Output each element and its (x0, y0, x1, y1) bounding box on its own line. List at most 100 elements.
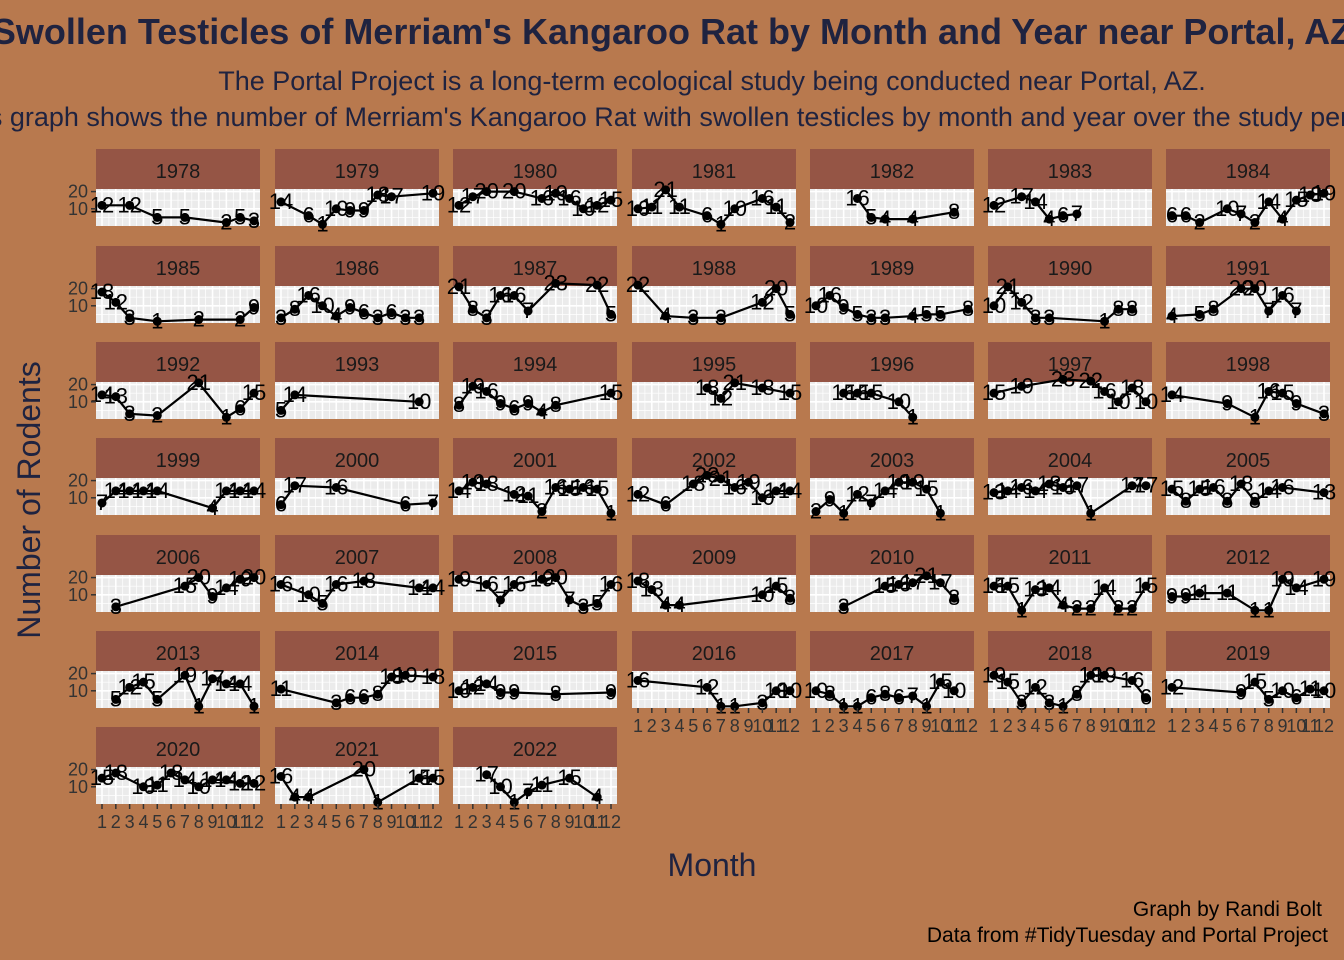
facet-strip-label: 1993 (335, 354, 380, 376)
y-tick-label: 20 (68, 664, 88, 684)
x-tick-label: 5 (331, 812, 341, 832)
data-label: 4 (303, 784, 315, 809)
data-label: 10 (571, 196, 595, 221)
y-tick-label: 20 (68, 182, 88, 202)
facet-strip-label: 2010 (870, 547, 915, 569)
data-point (97, 773, 107, 783)
data-label: 11 (668, 194, 691, 219)
data-point (1236, 688, 1246, 698)
data-point (949, 686, 959, 696)
data-point (482, 479, 492, 489)
data-label: 12 (845, 481, 869, 506)
data-label: 16 (750, 185, 774, 210)
data-label: 12 (117, 192, 141, 217)
data-point (935, 578, 945, 588)
facet-strip-label: 2017 (870, 643, 915, 665)
data-label: 19 (1312, 180, 1336, 205)
y-tick-label: 10 (68, 199, 88, 219)
data-point (97, 200, 107, 210)
data-label: 10 (1215, 196, 1239, 221)
data-label: 18 (421, 664, 445, 689)
facet-strip-label: 2005 (1226, 450, 1271, 472)
data-point (359, 765, 369, 775)
data-label: 2 (536, 499, 548, 524)
data-label: 15 (914, 476, 938, 501)
data-point (1250, 412, 1260, 422)
data-point (757, 383, 767, 393)
series-line (815, 481, 942, 515)
data-point (304, 211, 314, 221)
data-point (1058, 374, 1068, 384)
data-label: 18 (474, 471, 498, 496)
facet-strip-label: 2011 (1048, 547, 1091, 569)
x-tick-label: 4 (317, 812, 327, 832)
x-tick-label: 12 (601, 812, 621, 832)
data-point (1278, 574, 1288, 584)
facet-strip (453, 438, 617, 478)
data-point (152, 411, 162, 421)
series-line (993, 482, 1146, 515)
data-point (852, 309, 862, 319)
x-tick-label: 10 (573, 812, 593, 832)
data-point (771, 486, 781, 496)
data-label: 10 (942, 678, 966, 703)
data-point (1044, 479, 1054, 489)
x-tick-label: 1 (1167, 716, 1177, 736)
data-label: 14 (200, 767, 224, 792)
data-point (454, 282, 464, 292)
data-point (1030, 682, 1040, 692)
caption-line-1: Graph by Randi Bolt (1133, 898, 1322, 921)
data-point (785, 593, 795, 603)
data-label: 1 (1016, 597, 1028, 622)
y-tick-label: 10 (68, 777, 88, 797)
x-tick-label: 7 (1072, 716, 1082, 736)
data-label: 1 (729, 693, 741, 718)
data-label: 5 (591, 590, 603, 615)
data-point (551, 400, 561, 410)
data-label: 6 (893, 685, 905, 710)
data-point (1058, 701, 1068, 711)
data-point (290, 481, 300, 491)
data-point (468, 682, 478, 692)
data-point (908, 311, 918, 321)
data-point (647, 585, 657, 595)
data-point (1250, 218, 1260, 228)
data-label: 19 (736, 469, 760, 494)
data-label: 9 (344, 198, 356, 223)
facet-strip-label: 2000 (335, 450, 380, 472)
data-label: 6 (358, 300, 370, 325)
data-point (1100, 583, 1110, 593)
data-label: 7 (96, 490, 108, 515)
data-label: 16 (818, 282, 842, 307)
data-point (495, 399, 505, 409)
data-point (1127, 675, 1137, 685)
data-point (125, 486, 135, 496)
data-label: 1 (1263, 597, 1275, 622)
data-point (771, 284, 781, 294)
data-point (866, 693, 876, 703)
data-point (276, 579, 286, 589)
data-point (235, 778, 245, 788)
data-point (702, 470, 712, 480)
data-point (633, 675, 643, 685)
data-point (825, 689, 835, 699)
data-point (1003, 282, 1013, 292)
data-label: 7 (1071, 201, 1083, 226)
data-point (852, 193, 862, 203)
data-point (400, 670, 410, 680)
data-label: 16 (530, 185, 554, 210)
data-label: 15 (928, 669, 952, 694)
data-label: 3 (577, 594, 589, 619)
data-point (482, 187, 492, 197)
data-point (235, 486, 245, 496)
data-label: 6 (1057, 203, 1069, 228)
data-label: 10 (982, 293, 1006, 318)
data-point (414, 397, 424, 407)
data-label: 14 (1092, 575, 1116, 600)
data-label: 9 (605, 680, 617, 705)
data-point (373, 313, 383, 323)
